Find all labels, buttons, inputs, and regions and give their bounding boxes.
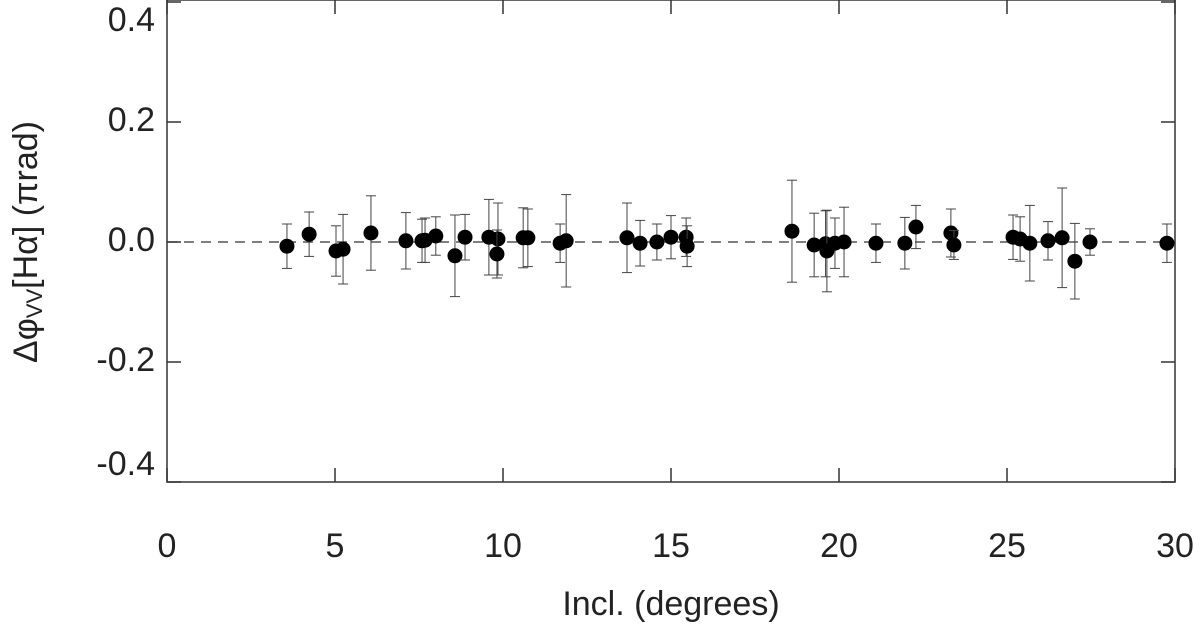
point	[457, 229, 473, 245]
x-tick-label: 25	[988, 527, 1026, 565]
point	[806, 237, 822, 253]
point	[558, 233, 574, 249]
y-tick-label: 0.2	[108, 101, 155, 139]
point	[398, 233, 414, 249]
point	[363, 225, 379, 241]
point	[619, 230, 635, 246]
x-tick-label: 30	[1156, 527, 1194, 565]
point	[946, 237, 962, 253]
point	[279, 238, 295, 254]
y-label-symbol: Δφ	[7, 318, 45, 363]
point	[490, 231, 506, 247]
x-tick-label: 5	[326, 527, 345, 565]
y-axis-label: ΔφVV[Hα] (πrad)	[7, 121, 47, 363]
y-label-rest: [Hα] (πrad)	[7, 121, 45, 289]
y-label-subscript: VV	[22, 289, 47, 319]
x-tick-label: 15	[652, 527, 690, 565]
point	[301, 226, 317, 242]
x-tick-label: 20	[820, 527, 858, 565]
y-tick-label: -0.4	[96, 445, 155, 483]
point	[943, 225, 959, 241]
point	[447, 248, 463, 264]
point	[632, 235, 648, 251]
point	[1054, 230, 1070, 246]
x-tick-label: 10	[484, 527, 522, 565]
point	[679, 238, 695, 254]
point	[428, 228, 444, 244]
x-tick-label: 0	[158, 527, 177, 565]
point	[1067, 253, 1083, 269]
point	[784, 223, 800, 239]
point	[1082, 234, 1098, 250]
point	[489, 246, 505, 262]
y-tick-label: -0.2	[96, 341, 155, 379]
point	[1040, 233, 1056, 249]
point	[335, 241, 351, 257]
point	[663, 229, 679, 245]
y-tick-label: 0.0	[108, 221, 155, 259]
y-tick-label: 0.4	[108, 1, 155, 39]
point	[649, 234, 665, 250]
point	[897, 235, 913, 251]
x-axis-label: Incl. (degrees)	[562, 585, 779, 623]
point	[836, 234, 852, 250]
point	[1022, 235, 1038, 251]
point	[868, 235, 884, 251]
point	[908, 219, 924, 235]
point	[1159, 235, 1175, 251]
point	[520, 230, 536, 246]
